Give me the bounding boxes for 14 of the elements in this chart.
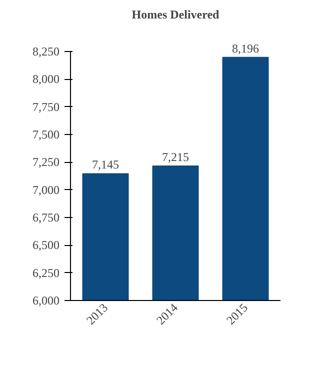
data-label: 7,145 [92, 158, 119, 172]
y-tick-label: 6,000 [32, 294, 60, 308]
y-tick-label: 7,000 [32, 182, 60, 197]
y-tick-label: 7,250 [32, 155, 60, 170]
y-tick-label: 7,500 [32, 127, 60, 142]
data-label: 8,196 [232, 41, 259, 56]
y-tick-label: 6,500 [32, 238, 60, 252]
y-tick-label: 8,250 [32, 44, 60, 58]
y-tick-label: 6,250 [32, 266, 60, 280]
y-tick-label: 6,750 [32, 210, 60, 224]
chart-title: Homes Delivered [132, 8, 220, 22]
data-label: 7,215 [162, 150, 189, 164]
y-tick-label: 7,750 [32, 100, 60, 114]
y-tick-label: 8,000 [32, 72, 60, 86]
